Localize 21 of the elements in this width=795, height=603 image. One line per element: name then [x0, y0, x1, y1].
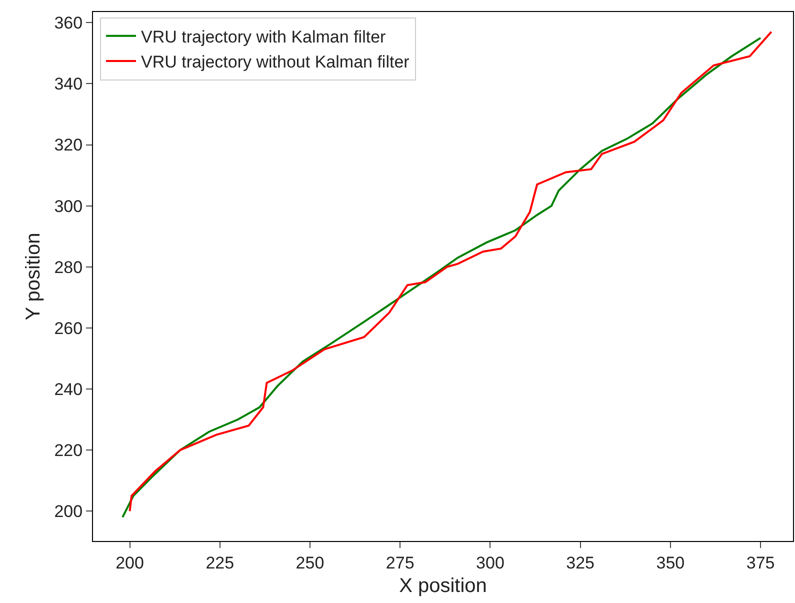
- y-tick-label: 280: [54, 258, 83, 277]
- y-tick-label: 240: [54, 380, 83, 399]
- x-tick-label: 250: [296, 553, 324, 572]
- x-tick-label: 225: [206, 553, 234, 572]
- x-tick-label: 200: [116, 553, 144, 572]
- x-tick-label: 275: [386, 553, 414, 572]
- legend-label: VRU trajectory without Kalman filter: [141, 52, 410, 72]
- y-tick-label: 220: [54, 440, 83, 460]
- x-tick-label: 300: [476, 553, 504, 572]
- x-tick-label: 375: [746, 553, 775, 572]
- y-tick-label: 300: [54, 196, 83, 216]
- y-tick-label: 200: [54, 502, 83, 522]
- y-tick-label: 360: [54, 14, 83, 33]
- y-axis-title: Y position: [22, 232, 45, 320]
- y-tick-label: 260: [54, 318, 83, 338]
- legend-label: VRU trajectory with Kalman filter: [141, 27, 386, 46]
- y-tick-label: 340: [54, 74, 83, 94]
- x-tick-label: 325: [566, 553, 595, 572]
- y-tick-label: 320: [54, 136, 83, 155]
- x-axis-title: X position: [399, 574, 487, 597]
- x-tick-label: 350: [656, 553, 685, 572]
